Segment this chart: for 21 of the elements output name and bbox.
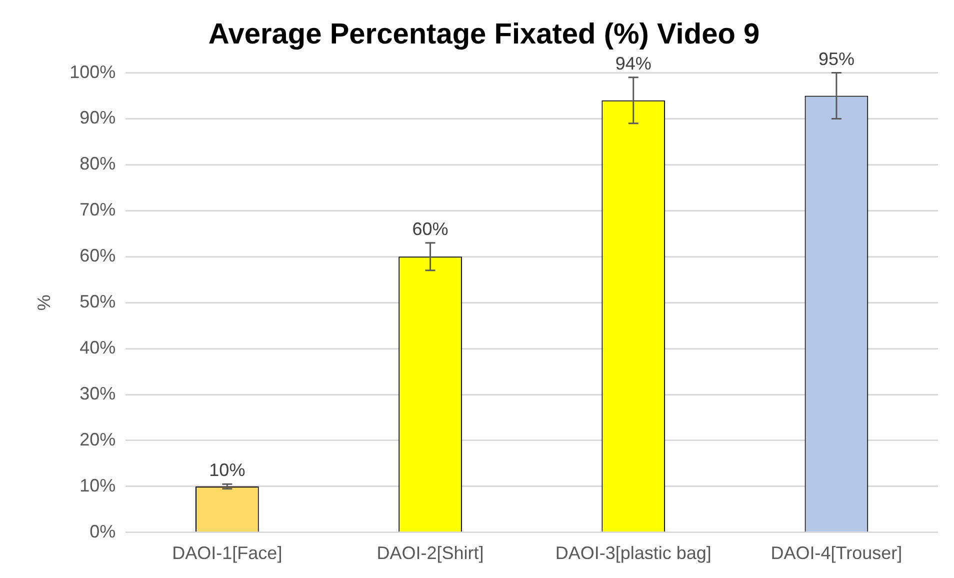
data-label: 95% <box>818 48 854 69</box>
data-label: 10% <box>209 460 246 480</box>
x-tick-label: DAOI-2[Shirt] <box>376 543 484 564</box>
y-tick-label: 0% <box>90 521 116 542</box>
data-label: 60% <box>412 218 448 239</box>
y-tick-label: 80% <box>80 154 116 174</box>
y-tick-label: 70% <box>80 200 116 220</box>
y-tick-label: 60% <box>80 246 116 266</box>
data-label: 94% <box>615 53 652 74</box>
y-tick-label: 100% <box>70 62 116 82</box>
y-tick-label: 50% <box>80 292 116 312</box>
y-tick-label: 30% <box>80 383 116 404</box>
y-axis-title: % <box>34 294 54 311</box>
y-tick-label: 40% <box>80 338 116 358</box>
x-tick-label: DAOI-3[plastic bag] <box>555 543 712 564</box>
y-tick-label: 90% <box>80 108 116 128</box>
x-tick-label: DAOI-1[Face] <box>172 543 282 564</box>
y-tick-label: 20% <box>80 429 116 450</box>
x-tick-label: DAOI-4[Trouser] <box>770 543 902 564</box>
y-tick-label: 10% <box>80 475 116 496</box>
chart-title: Average Percentage Fixated (%) Video 9 <box>208 18 760 50</box>
